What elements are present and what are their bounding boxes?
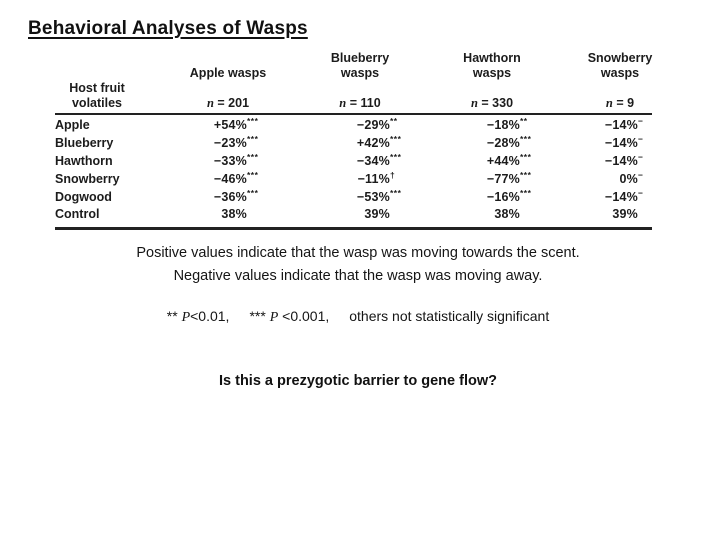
- cell-value: −14%: [604, 118, 638, 132]
- p-symbol: P: [181, 310, 191, 325]
- n-symbol: n: [206, 96, 214, 110]
- cell-value: −46%: [213, 171, 247, 186]
- significance-marker: ***: [390, 187, 402, 198]
- significance-marker: **: [390, 116, 398, 126]
- significance-marker: ***: [390, 133, 402, 144]
- table-row-apple: Apple +54% *** −29% ** −18% ** −14% −: [55, 116, 655, 136]
- n-value: = 110: [349, 96, 381, 110]
- significance-marker: ***: [247, 151, 259, 162]
- significance-marker: ***: [520, 169, 532, 180]
- cell-value: −36%: [213, 189, 247, 204]
- cell-value: 39%: [364, 207, 390, 222]
- significance-marker: ***: [390, 151, 402, 162]
- discussion-question: Is this a prezygotic barrier to gene flo…: [219, 373, 497, 389]
- sig-threshold: <0.001,: [278, 308, 330, 324]
- explanation-notes: Positive values indicate that the wasp w…: [33, 242, 683, 287]
- sig-group-p001: *** P <0.001,: [249, 308, 329, 326]
- table-row-control: Control 38% 39% 38% 39%: [55, 207, 655, 225]
- row-label: Snowberry: [55, 171, 120, 186]
- n-symbol: n: [470, 96, 478, 110]
- cell-value: −18%: [486, 118, 520, 132]
- significance-marker: ***: [520, 187, 532, 198]
- significance-marker: −: [638, 187, 644, 198]
- significance-marker: †: [390, 169, 396, 180]
- row-label: Apple: [55, 118, 90, 132]
- table-row-snowberry: Snowberry −46% *** −11% † −77% *** 0% −: [55, 169, 655, 190]
- cell-value: −11%: [357, 171, 390, 186]
- n-symbol: n: [605, 96, 613, 110]
- col-name: Blueberry wasps: [330, 51, 390, 80]
- row-label: Control: [55, 207, 100, 222]
- cell-value: 38%: [221, 207, 247, 222]
- col-header-hawthorn-wasps: Hawthorn wasps n = 330: [432, 36, 552, 111]
- col-header-snowberry-wasps: Snowberry wasps n = 9: [560, 36, 680, 111]
- col-header-blueberry-wasps: Blueberry wasps n = 110: [300, 36, 420, 111]
- table-row-dogwood: Dogwood −36% *** −53% *** −16% *** −14% −: [55, 187, 655, 208]
- col-name: Apple wasps: [189, 66, 267, 80]
- n-symbol: n: [339, 96, 347, 110]
- note-negative-values: Negative values indicate that the wasp w…: [173, 267, 543, 284]
- sig-stars: ***: [249, 308, 270, 324]
- row-label: Hawthorn: [55, 153, 113, 168]
- significance-marker: ***: [247, 187, 259, 198]
- cell-value: −23%: [213, 135, 247, 150]
- table-body: Apple +54% *** −29% ** −18% ** −14% − Bluebe…: [55, 116, 655, 225]
- table-row-hawthorn: Hawthorn −33% *** −34% *** +44% *** −14% −: [55, 151, 655, 172]
- significance-marker: ***: [247, 133, 259, 144]
- n-value: = 9: [616, 96, 635, 110]
- significance-marker: −: [638, 169, 644, 180]
- significance-marker: ***: [247, 169, 259, 180]
- sig-group-ns: others not statistically significant: [349, 308, 550, 324]
- col-header-host-fruit: Host fruit volatiles: [69, 81, 125, 110]
- cell-value: +54%: [213, 118, 247, 132]
- cell-value: −33%: [213, 153, 247, 168]
- cell-value: 39%: [612, 207, 638, 222]
- note-positive-values: Positive values indicate that the wasp w…: [136, 245, 580, 261]
- p-symbol: P: [269, 310, 279, 325]
- significance-marker: −: [638, 133, 644, 144]
- cell-value: −14%: [604, 135, 638, 150]
- cell-value: −53%: [356, 189, 390, 204]
- col-header-apple-wasps: Apple wasps n = 201: [168, 51, 288, 111]
- sig-threshold: <0.01,: [190, 308, 230, 324]
- sample-size: n = 201: [207, 96, 249, 110]
- sample-size: n = 9: [606, 96, 634, 110]
- n-value: = 201: [217, 96, 250, 110]
- significance-marker: −: [638, 151, 644, 162]
- cell-value: −29%: [356, 118, 390, 132]
- sig-stars: **: [166, 308, 182, 324]
- significance-marker: ***: [520, 151, 532, 162]
- sample-size: n = 110: [339, 96, 380, 110]
- table-header-rule: [55, 113, 652, 115]
- n-value: = 330: [481, 96, 514, 110]
- sample-size: n = 330: [471, 96, 513, 110]
- significance-legend: ** P<0.01, *** P <0.001, others not stat…: [33, 308, 683, 326]
- significance-marker: ***: [520, 133, 532, 144]
- cell-value: 0%: [619, 171, 638, 186]
- significance-marker: **: [520, 116, 528, 126]
- cell-value: −77%: [486, 171, 520, 186]
- table-bottom-rule: [55, 227, 652, 230]
- cell-value: −14%: [604, 153, 638, 168]
- cell-value: −28%: [486, 135, 520, 150]
- table-row-blueberry: Blueberry −23% *** +42% *** −28% *** −14% −: [55, 133, 655, 154]
- col-name: Snowberry wasps: [587, 51, 653, 80]
- sig-group-p01: ** P<0.01,: [167, 308, 230, 326]
- significance-marker: ***: [247, 116, 259, 126]
- significance-marker: −: [638, 116, 644, 126]
- behavior-data-table: Host fruit volatiles Apple wasps n = 201…: [55, 51, 655, 233]
- col-name: Hawthorn wasps: [463, 51, 521, 80]
- cell-value: +42%: [356, 135, 390, 150]
- cell-value: −16%: [486, 189, 520, 204]
- cell-value: −34%: [356, 153, 390, 168]
- row-label: Dogwood: [55, 189, 112, 204]
- cell-value: +44%: [486, 153, 520, 168]
- row-label: Blueberry: [55, 135, 114, 150]
- page-title: Behavioral Analyses of Wasps: [28, 18, 308, 39]
- cell-value: −14%: [604, 189, 638, 204]
- cell-value: 38%: [494, 207, 520, 222]
